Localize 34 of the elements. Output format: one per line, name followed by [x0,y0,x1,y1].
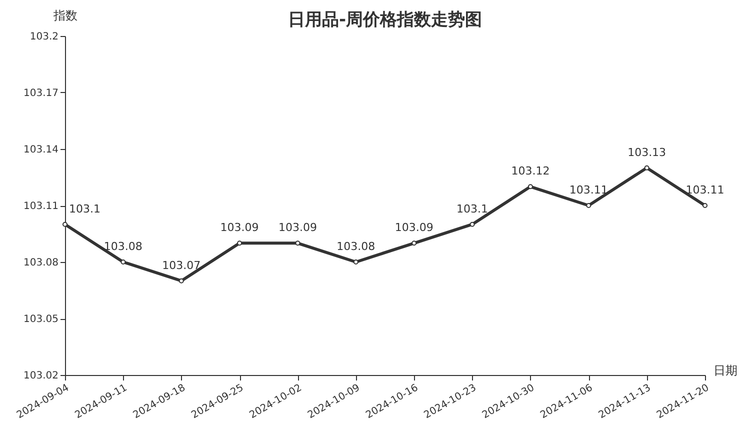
y-axis-title: 指数 [52,8,78,22]
data-label: 103.09 [220,221,259,234]
point [120,260,126,264]
point [353,260,358,264]
point [178,278,184,284]
y-tick-label: 103.17 [24,88,58,99]
point [62,222,68,227]
data-label: 103.09 [278,221,317,234]
point [295,240,300,246]
data-label: 103.11 [569,184,608,196]
point [586,203,592,208]
y-tick-label: 103.11 [24,201,58,212]
y-tick-label: 103.08 [24,258,58,268]
data-label: 103.12 [511,164,550,178]
data-label: 103.13 [628,146,666,159]
data-label: 103.08 [336,240,376,253]
point [702,203,708,208]
point [412,240,417,246]
data-label: 103.11 [686,184,724,196]
y-tick-label: 103.02 [24,370,58,382]
data-label: 103.1 [69,202,100,216]
x-axis-title: 日期 [714,364,738,378]
point [644,165,650,170]
y-tick-label: 103.2 [30,32,58,42]
point [237,240,242,246]
point [470,222,475,227]
point [528,184,533,190]
y-tick-label: 103.14 [24,144,58,156]
data-label: 103.08 [104,240,142,253]
data-label: 103.07 [162,258,201,272]
y-tick-label: 103.05 [24,314,58,325]
chart-title: 日用品-周价格指数走势图 [288,10,482,30]
data-label: 103.09 [394,221,434,234]
data-label: 103.1 [456,202,488,216]
